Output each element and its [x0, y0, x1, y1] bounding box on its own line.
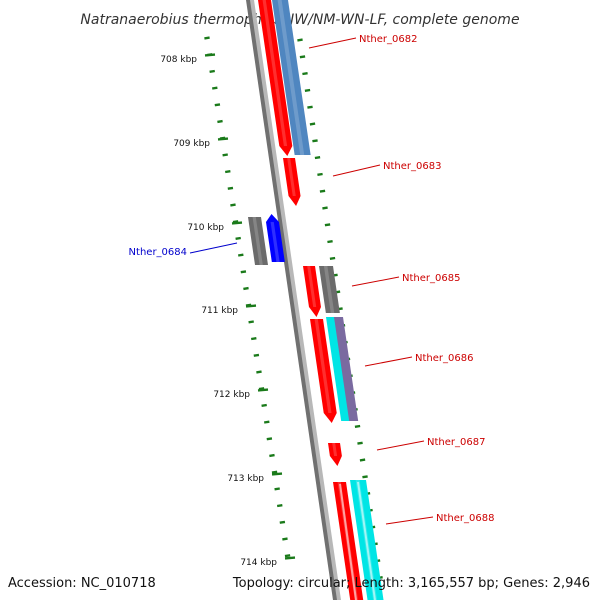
inner-tick-dash: [271, 470, 278, 474]
gene-label: Nther_0682: [359, 34, 417, 45]
outer-tick-dash: [329, 256, 336, 260]
inner-tick-dash: [240, 270, 247, 274]
outer-tick-dash: [327, 240, 333, 244]
inner-tick-dash: [256, 370, 262, 374]
inner-tick-dash: [232, 220, 239, 224]
tick-layer: 708 kbp 709 kbp 710 kbp 711 kbp 712 kbp 713 k…: [160, 36, 383, 580]
inner-tick-dash: [212, 86, 218, 90]
gene-label-layer: Nther_0682 Nther_0683 Nther_0684 Nther_0685…: [129, 34, 494, 525]
outer-tick-dash: [304, 88, 311, 92]
cds-nther-0685: [303, 266, 321, 317]
outer-tick-dash: [362, 475, 368, 479]
tick-label: 710 kbp: [187, 223, 224, 233]
outer-tick-dash: [307, 105, 313, 109]
outer-tick-dash: [322, 206, 328, 210]
gene-label: Nther_0683: [383, 161, 441, 172]
map-title: Natranaerobius thermophilus JW/NM-WN-LF,…: [80, 12, 519, 28]
tick-label: 709 kbp: [173, 139, 210, 149]
inner-tick-dash: [204, 36, 210, 40]
gene-label: Nther_0685: [402, 273, 460, 284]
accession-text: Accession: NC_010718: [8, 576, 156, 591]
gene-nther-0682: [272, 0, 311, 155]
cds-nther-0684: [266, 214, 285, 262]
inner-tick-dash: [282, 537, 288, 541]
major-tick: [284, 556, 296, 560]
cds-nther-0682: [258, 0, 293, 156]
inner-tick-dash: [209, 69, 215, 73]
gene-label: Nther_0687: [427, 437, 485, 448]
outer-tick-dash: [314, 156, 321, 160]
inner-tick-dash: [258, 387, 265, 391]
gene-nther-0685: [319, 266, 340, 313]
inner-tick-dash: [250, 337, 257, 341]
genome-backbone: [246, 0, 341, 600]
tick-label: 713 kbp: [227, 474, 264, 484]
inner-tick-dash: [253, 353, 260, 357]
inner-tick-dash: [284, 554, 291, 558]
inner-tick-dash: [225, 170, 231, 174]
major-tick: [231, 221, 243, 225]
tick-label: 711 kbp: [201, 306, 238, 316]
gene-label: Nther_0688: [436, 513, 494, 524]
outer-tick-dash: [324, 223, 331, 227]
tick-label: 708 kbp: [160, 55, 197, 65]
major-tick: [257, 388, 269, 392]
label-leader-line: [376, 440, 425, 451]
outer-tick-dash: [317, 172, 323, 176]
inner-tick-dash: [248, 320, 254, 324]
inner-tick-dash: [222, 153, 228, 157]
inner-tick-dash: [261, 403, 267, 407]
tick-label: 714 kbp: [240, 558, 277, 568]
genome-summary-text: Topology: circular; Length: 3,165,557 bp…: [232, 576, 590, 591]
inner-tick-dash: [230, 203, 236, 207]
feature-layer: [248, 0, 384, 600]
cds-nther-0683: [283, 158, 301, 206]
backbone-shadow: [246, 0, 338, 600]
inner-tick-dash: [243, 286, 249, 291]
major-tick: [271, 472, 283, 476]
major-tick: [217, 137, 229, 141]
outer-tick-dash: [354, 424, 361, 428]
cds-nther-0686: [310, 319, 337, 423]
inner-tick-dash: [263, 420, 270, 424]
outer-tick-dash: [359, 458, 366, 462]
major-tick: [204, 53, 216, 57]
outer-tick-dash: [297, 38, 303, 42]
inner-tick-dash: [237, 253, 244, 257]
label-leader-line: [351, 276, 400, 287]
outer-tick-dash: [299, 55, 306, 59]
inner-tick-dash: [217, 119, 223, 124]
backbone-line: [250, 0, 341, 600]
outer-tick-dash: [302, 72, 308, 76]
inner-tick-dash: [227, 186, 234, 190]
gene-label: Nther_0686: [415, 353, 473, 364]
label-leader-line: [364, 356, 413, 367]
inner-tick-dash: [274, 487, 280, 491]
inner-tick-dash: [266, 437, 273, 441]
label-leader-line: [385, 516, 434, 525]
major-tick: [245, 304, 257, 308]
gene-nther-0686-b: [334, 317, 359, 421]
outer-tick-dash: [357, 441, 363, 445]
outer-tick-dash: [309, 122, 316, 126]
inner-tick-dash: [214, 103, 221, 107]
label-leader-line: [332, 164, 381, 177]
label-leader-line: [189, 242, 238, 254]
label-leader-line: [308, 37, 357, 49]
tick-label: 712 kbp: [213, 390, 250, 400]
inner-tick-dash: [269, 453, 275, 458]
inner-tick-dash: [235, 236, 241, 240]
gene-label: Nther_0684: [129, 247, 187, 258]
outer-tick-dash: [312, 139, 318, 143]
inner-tick-dash: [276, 504, 283, 508]
outer-tick-dash: [319, 189, 326, 193]
inner-tick-dash: [279, 520, 286, 524]
gene-nther-0684: [248, 217, 269, 265]
cds-nther-0687: [328, 443, 342, 466]
